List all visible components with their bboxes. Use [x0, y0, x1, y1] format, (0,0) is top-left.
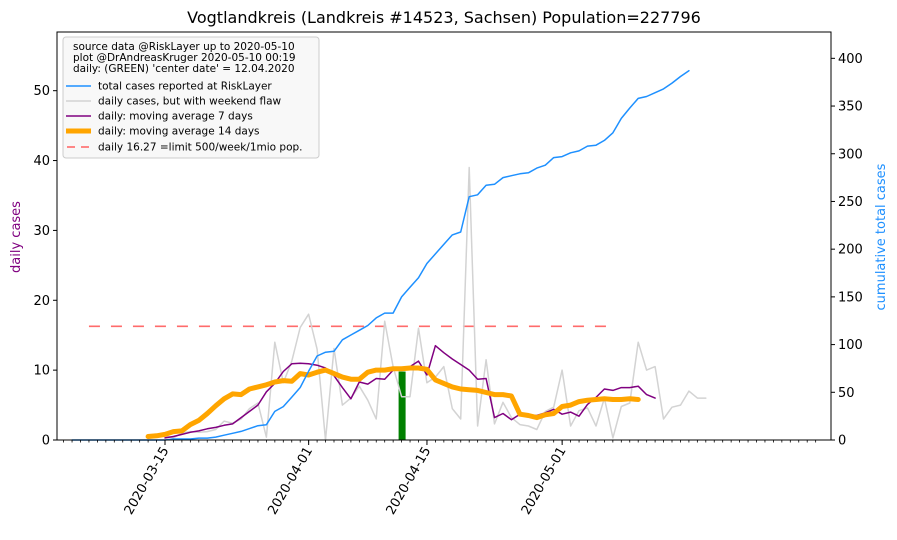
legend-entry-label: daily: moving average 14 days	[98, 126, 260, 138]
y-right-tick-label: 350	[838, 100, 863, 115]
legend-text-center-date: daily: (GREEN) 'center date' = 12.04.202…	[73, 63, 295, 75]
y-left-tick-label: 50	[33, 84, 50, 99]
y-axis-left-label: daily cases	[9, 201, 24, 273]
y-left-tick-label: 20	[33, 294, 50, 309]
y-right-tick-label: 100	[838, 338, 863, 353]
y-left-tick-label: 30	[33, 224, 50, 239]
legend-entry-label: daily 16.27 =limit 500/week/1mio pop.	[98, 142, 303, 154]
legend-entry-label: daily cases, but with weekend flaw	[98, 96, 282, 108]
y-right-tick-label: 150	[838, 290, 863, 305]
legend-entry-label: total cases reported at RiskLayer	[98, 81, 272, 93]
y-right-tick-label: 50	[838, 386, 855, 401]
y-left-tick-label: 10	[33, 364, 50, 379]
y-axis-right-label: cumulative total cases	[874, 163, 889, 310]
y-left-tick-label: 0	[42, 434, 50, 449]
y-right-tick-label: 400	[838, 52, 863, 67]
center-date-marker	[399, 372, 406, 440]
y-right-tick-label: 0	[838, 434, 846, 449]
y-right-tick-label: 300	[838, 147, 863, 162]
legend-entry-label: daily: moving average 7 days	[98, 111, 253, 123]
y-right-tick-label: 250	[838, 195, 863, 210]
y-left-tick-label: 40	[33, 154, 50, 169]
y-right-tick-label: 200	[838, 243, 863, 258]
legend: source data @RiskLayer up to 2020-05-10 …	[63, 37, 319, 158]
chart-title: Vogtlandkreis (Landkreis #14523, Sachsen…	[187, 8, 701, 27]
